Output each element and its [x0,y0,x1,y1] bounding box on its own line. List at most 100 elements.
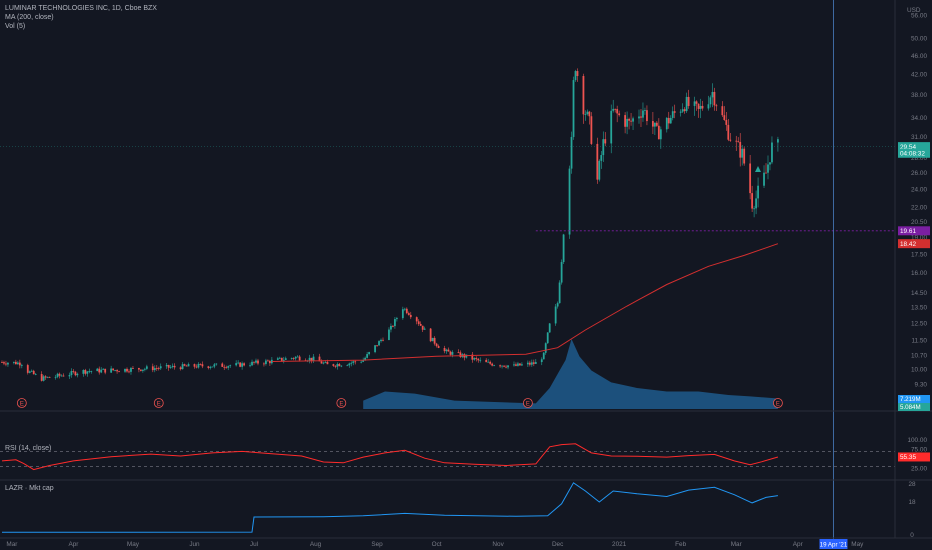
candle-body[interactable] [324,361,327,363]
candle-body[interactable] [667,117,670,124]
candle-body[interactable] [143,368,146,370]
candle-body[interactable] [229,365,232,367]
candle-body[interactable] [318,356,321,362]
candle-body[interactable] [82,370,85,374]
candle-body[interactable] [630,120,632,122]
candle-body[interactable] [346,365,349,367]
candle-body[interactable] [42,376,45,381]
candle-body[interactable] [360,361,363,363]
candle-body[interactable] [771,142,773,163]
candle-body[interactable] [715,105,718,107]
candle-body[interactable] [68,375,71,377]
candle-body[interactable] [151,366,154,371]
candle-body[interactable] [707,104,710,109]
candle-body[interactable] [632,118,634,122]
candle-body[interactable] [741,148,744,158]
candle-body[interactable] [530,362,533,365]
candle-body[interactable] [624,115,627,127]
candle-body[interactable] [100,369,103,373]
candle-body[interactable] [546,332,549,344]
candle-body[interactable] [651,121,654,127]
candle-body[interactable] [616,109,619,114]
candle-body[interactable] [88,371,91,373]
candle-body[interactable] [86,371,89,374]
candle-body[interactable] [477,358,480,361]
earnings-marker[interactable] [336,398,347,408]
candle-body[interactable] [215,363,218,365]
candle-body[interactable] [96,368,99,372]
candle-body[interactable] [20,365,23,366]
candle-body[interactable] [392,325,394,327]
candle-body[interactable] [671,111,674,118]
candle-body[interactable] [457,352,460,353]
candle-body[interactable] [195,366,198,368]
candle-body[interactable] [28,371,31,373]
candle-body[interactable] [753,208,756,210]
candle-body[interactable] [98,368,101,373]
candle-body[interactable] [721,106,724,116]
candle-body[interactable] [513,364,515,366]
candle-body[interactable] [729,139,732,141]
candle-body[interactable] [239,362,242,367]
candle-body[interactable] [223,366,226,368]
candle-body[interactable] [725,119,728,125]
candle-body[interactable] [628,118,630,121]
candle-body[interactable] [257,360,259,364]
candle-body[interactable] [765,172,767,174]
candle-body[interactable] [62,375,65,377]
candle-body[interactable] [598,160,601,180]
candle-body[interactable] [604,139,607,144]
candle-body[interactable] [532,362,535,364]
candle-body[interactable] [112,368,115,371]
candle-body[interactable] [193,364,196,367]
candle-body[interactable] [124,368,126,372]
candle-body[interactable] [225,367,228,369]
candle-body[interactable] [626,118,628,127]
candle-body[interactable] [76,373,79,376]
candle-body[interactable] [554,306,557,324]
candle-body[interactable] [378,341,380,346]
candle-body[interactable] [139,369,142,371]
candle-body[interactable] [130,368,132,372]
candle-body[interactable] [618,113,621,116]
market-cap-indicator-label[interactable]: LAZR · Mkt cap [5,485,54,492]
candle-body[interactable] [751,193,754,209]
candle-body[interactable] [681,109,684,112]
candle-body[interactable] [574,71,577,81]
candle-body[interactable] [312,356,315,361]
candle-body[interactable] [213,364,216,367]
candle-body[interactable] [548,323,551,333]
candle-body[interactable] [90,371,93,372]
candle-body[interactable] [683,109,686,112]
candle-body[interactable] [145,366,148,369]
candle-body[interactable] [644,110,646,111]
candle-body[interactable] [364,357,367,361]
candle-body[interactable] [308,357,311,361]
candle-body[interactable] [743,148,746,164]
candle-body[interactable] [70,371,73,376]
candle-body[interactable] [310,357,313,361]
candle-body[interactable] [40,374,43,381]
candle-body[interactable] [653,122,656,127]
candle-body[interactable] [451,352,454,355]
candle-body[interactable] [292,358,295,359]
candle-body[interactable] [570,136,573,169]
candle-body[interactable] [405,308,408,314]
candle-body[interactable] [336,364,339,367]
candle-body[interactable] [366,354,369,358]
candle-body[interactable] [14,361,17,365]
candle-body[interactable] [58,373,61,376]
candle-body[interactable] [701,105,704,109]
candle-body[interactable] [713,91,716,106]
candle-body[interactable] [118,371,120,373]
candle-body[interactable] [243,363,245,366]
rsi-line[interactable] [1,443,779,471]
earnings-marker[interactable] [522,398,533,408]
candle-body[interactable] [602,139,605,156]
candle-body[interactable] [596,143,599,180]
candle-body[interactable] [332,364,335,366]
candle-body[interactable] [590,116,593,144]
candle-body[interactable] [138,368,140,370]
candle-body[interactable] [528,362,531,365]
candle-body[interactable] [104,368,107,373]
